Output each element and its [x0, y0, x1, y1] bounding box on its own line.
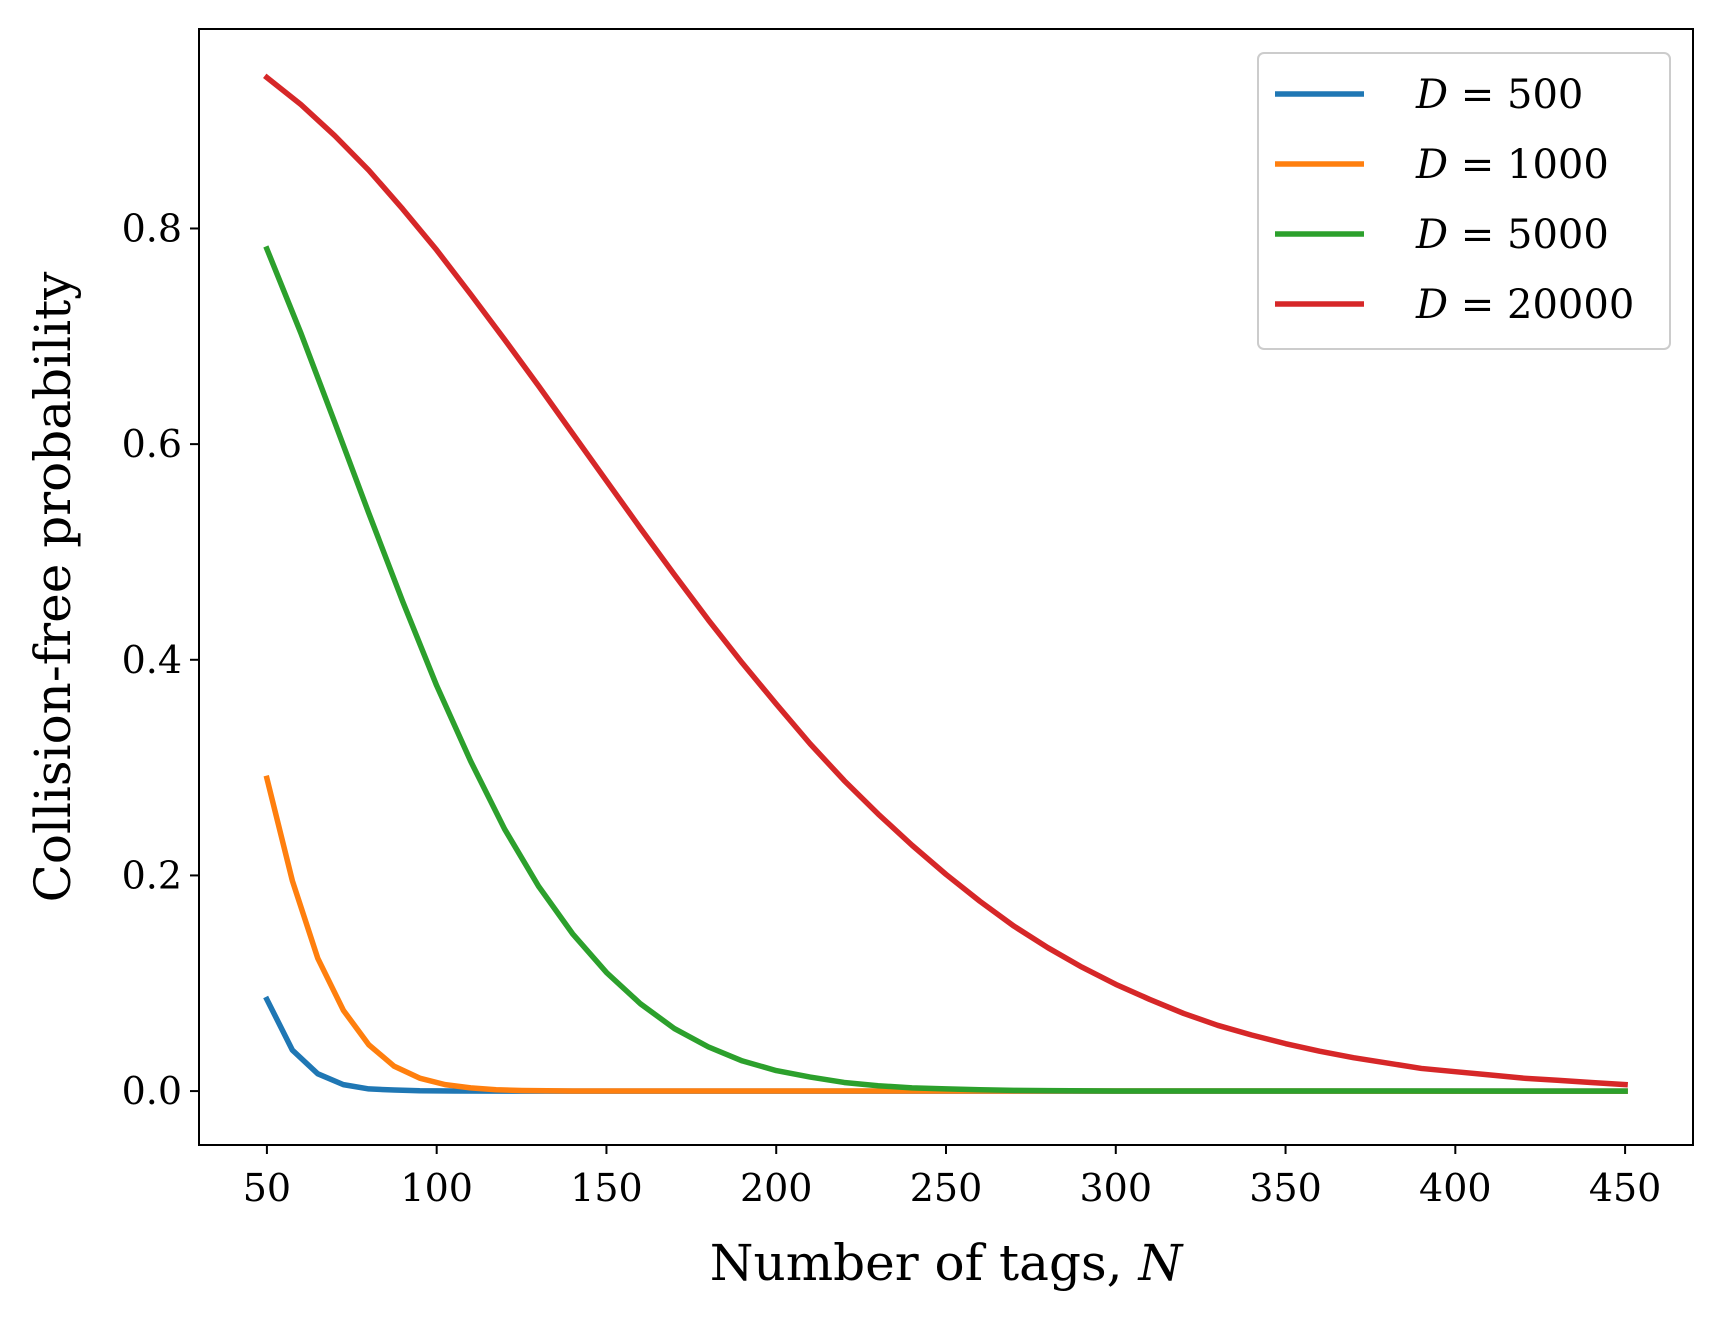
legend-label-value: = 5000 — [1448, 212, 1609, 258]
legend-label-0: D = 500 — [1415, 72, 1583, 118]
x-tick-label: 50 — [243, 1166, 291, 1210]
y-tick-label: 0.4 — [122, 638, 182, 682]
x-axis-title: Number of tags, N — [710, 1234, 1185, 1292]
x-tick-label: 250 — [910, 1166, 983, 1210]
x-axis-title-text: Number of tags, — [710, 1234, 1123, 1292]
legend-label-value: = 20000 — [1448, 282, 1634, 328]
legend-label-var: D — [1415, 142, 1448, 188]
x-tick-label: 300 — [1080, 1166, 1153, 1210]
series-line-3 — [263, 73, 1629, 1088]
x-tick-label: 100 — [400, 1166, 473, 1210]
plot-lines — [263, 73, 1629, 1094]
legend-label-var: D — [1415, 72, 1448, 118]
x-tick-label: 150 — [570, 1166, 643, 1210]
legend-label-2: D = 5000 — [1415, 212, 1609, 258]
legend-label-value: = 500 — [1448, 72, 1583, 118]
legend-label-value: = 1000 — [1448, 142, 1609, 188]
legend-label-var: D — [1415, 282, 1448, 328]
x-tick-label: 400 — [1419, 1166, 1492, 1210]
x-axis-title-var: N — [1137, 1234, 1184, 1292]
y-tick-label: 0.8 — [122, 206, 182, 250]
legend-box — [1257, 52, 1671, 350]
x-tick-label: 350 — [1249, 1166, 1322, 1210]
y-tick-label: 0.0 — [122, 1069, 182, 1113]
x-tick-label: 450 — [1589, 1166, 1662, 1210]
legend-label-1: D = 1000 — [1415, 142, 1609, 188]
series-line-2 — [263, 245, 1628, 1094]
legend-label-var: D — [1415, 212, 1448, 258]
legend-label-3: D = 20000 — [1415, 282, 1634, 328]
x-axis-ticks: 50 100 150 200 250 300 350 400 450 — [243, 1145, 1662, 1210]
y-tick-label: 0.6 — [122, 422, 182, 466]
y-axis-ticks: 0.0 0.2 0.4 0.6 0.8 — [122, 206, 199, 1113]
x-tick-label: 200 — [740, 1166, 813, 1210]
series-line-1 — [263, 775, 1628, 1094]
y-axis-title: Collision-free probability — [24, 271, 82, 903]
y-tick-label: 0.2 — [122, 853, 182, 897]
